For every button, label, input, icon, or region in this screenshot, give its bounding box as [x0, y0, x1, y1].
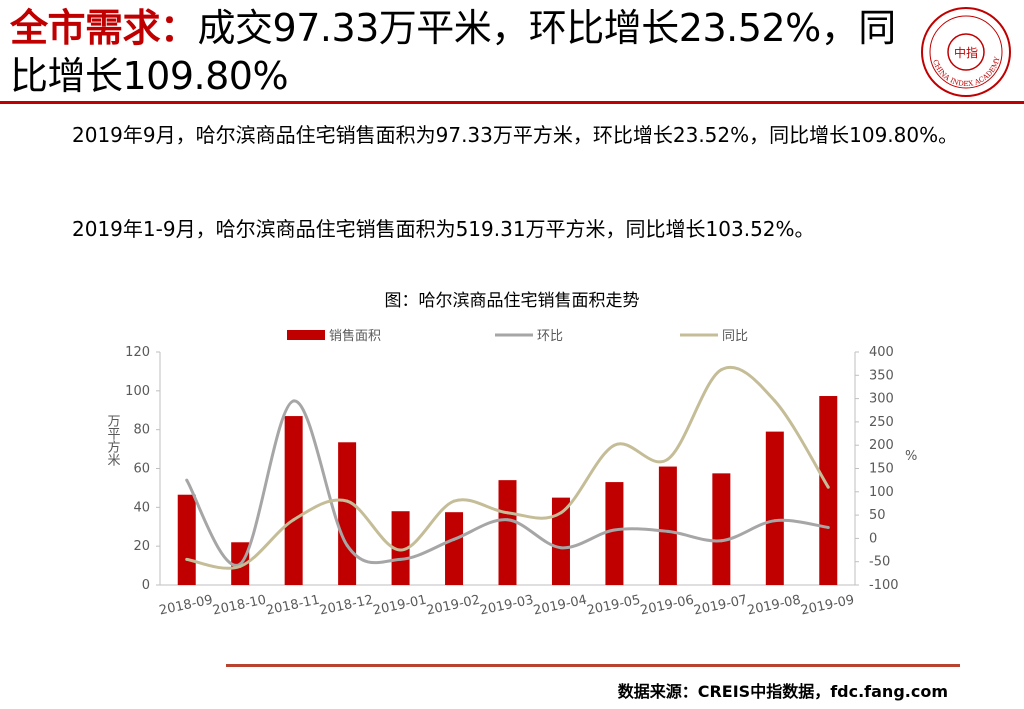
- bar-2019-08: [765, 431, 784, 585]
- y2-tick-label: 0: [869, 531, 877, 546]
- y2-tick-label: 300: [869, 392, 894, 407]
- y2-tick-label: 200: [869, 438, 894, 453]
- y2-tick-label: 50: [869, 508, 886, 523]
- y2-tick-label: -100: [869, 578, 899, 593]
- title-divider: [0, 101, 1024, 104]
- bar-2019-02: [445, 512, 464, 585]
- bar-2019-01: [391, 511, 410, 585]
- x-tick-label: 2019-01: [372, 593, 428, 619]
- point-同比-2019-02: [452, 499, 456, 503]
- point-同比-2018-10: [238, 564, 242, 568]
- data-source: 数据来源：CREIS中指数据，fdc.fang.com: [617, 682, 948, 701]
- point-环比-2019-08: [773, 519, 777, 523]
- point-同比-2019-06: [666, 457, 670, 461]
- legend-label: 销售面积: [329, 328, 381, 344]
- point-环比-2019-09: [826, 525, 830, 529]
- point-环比-2018-12: [345, 543, 349, 547]
- point-环比-2018-11: [292, 399, 296, 403]
- y-axis-label: 万平方米: [105, 414, 121, 466]
- point-环比-2019-03: [506, 518, 509, 522]
- chart-caption: 图：哈尔滨商品住宅销售面积走势: [384, 291, 640, 311]
- x-tick-label: 2019-03: [479, 593, 535, 619]
- y-tick-label: 80: [133, 423, 150, 438]
- point-同比-2019-01: [399, 548, 403, 552]
- paragraph-1: 2019年9月，哈尔滨商品住宅销售面积为97.33万平方米，环比增长23.52%…: [72, 123, 959, 147]
- bar-2019-04: [551, 497, 570, 585]
- point-同比-2019-05: [612, 443, 616, 447]
- title-keyword: 全市需求：: [10, 6, 198, 50]
- y-tick-label: 40: [133, 500, 150, 515]
- x-tick-label: 2018-10: [211, 593, 267, 619]
- x-tick-label: 2019-02: [425, 593, 481, 619]
- bar-2018-12: [338, 442, 357, 585]
- x-tick-label: 2018-09: [158, 593, 214, 619]
- footer-divider: [226, 664, 960, 667]
- x-tick-label: 2019-05: [586, 593, 642, 619]
- x-tick-label: 2019-07: [692, 593, 748, 619]
- y2-tick-label: 250: [869, 415, 894, 430]
- point-同比-2018-11: [292, 518, 296, 522]
- x-tick-label: 2018-11: [265, 593, 321, 619]
- x-tick-label: 2019-09: [799, 593, 855, 619]
- y2-tick-label: 350: [869, 368, 894, 383]
- logo-center-text: 中指: [954, 45, 978, 60]
- bar-2019-09: [819, 396, 838, 585]
- bar-2019-03: [498, 480, 517, 585]
- china-index-academy-seal-icon: 中指 CHINA INDEX ACADEMY: [921, 7, 1011, 97]
- bar-2018-11: [284, 416, 303, 585]
- title-text: 成交97.33万平米，环比增长23.52%，同比增长109.80%: [10, 6, 896, 98]
- y2-tick-label: 150: [869, 462, 894, 477]
- bar-2019-07: [712, 473, 731, 585]
- bar-2018-09: [177, 494, 196, 585]
- paragraph-2: 2019年1-9月，哈尔滨商品住宅销售面积为519.31万平方米，同比增长103…: [72, 217, 815, 241]
- point-同比-2019-09: [826, 485, 830, 489]
- y2-tick-label: 400: [869, 345, 894, 360]
- point-同比-2019-04: [559, 511, 563, 515]
- y-tick-label: 120: [125, 345, 150, 360]
- x-tick-label: 2018-12: [318, 593, 374, 619]
- legend-label: 同比: [722, 329, 748, 344]
- y2-tick-label: 100: [869, 485, 894, 500]
- point-环比-2019-01: [399, 557, 403, 561]
- x-tick-label: 2019-04: [532, 593, 588, 619]
- x-tick-label: 2019-08: [746, 593, 802, 619]
- legend-swatch-销售面积: [287, 330, 325, 340]
- point-同比-2019-07: [719, 368, 723, 372]
- series-line-环比: [185, 399, 829, 567]
- point-环比-2019-07: [719, 539, 723, 543]
- point-同比-2018-09: [185, 557, 189, 561]
- y-tick-label: 20: [133, 539, 150, 554]
- point-同比-2018-12: [345, 499, 349, 503]
- y2-axis-label: %: [905, 449, 917, 464]
- bar-2019-06: [658, 466, 677, 585]
- y-tick-label: 60: [133, 462, 150, 477]
- point-环比-2019-05: [612, 528, 616, 532]
- bar-2019-05: [605, 482, 624, 585]
- point-同比-2019-08: [773, 399, 777, 403]
- legend-label: 环比: [537, 329, 563, 344]
- point-环比-2019-02: [452, 537, 456, 541]
- y-tick-label: 100: [125, 384, 150, 399]
- page-title: 全市需求：成交97.33万平米，环比增长23.52%，同比增长109.80%: [10, 4, 910, 100]
- y2-tick-label: -50: [869, 555, 890, 570]
- point-环比-2018-09: [185, 478, 189, 482]
- point-环比-2019-06: [666, 529, 670, 533]
- point-同比-2019-03: [506, 511, 509, 515]
- point-环比-2019-04: [559, 546, 563, 550]
- series-line-同比: [186, 365, 830, 570]
- y-tick-label: 0: [142, 578, 150, 593]
- x-tick-label: 2019-06: [639, 593, 695, 619]
